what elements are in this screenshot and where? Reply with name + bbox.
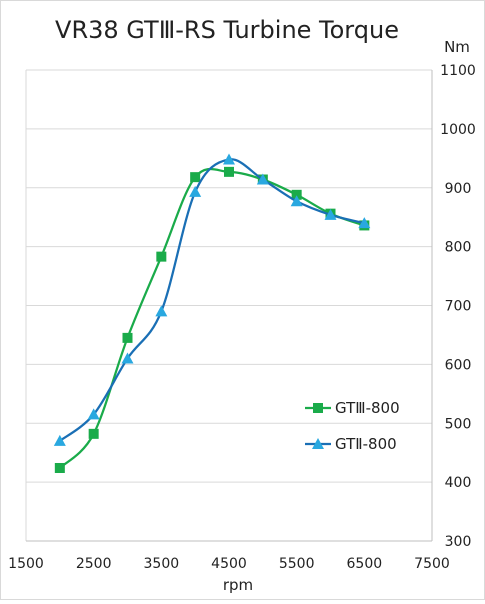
x-tick-label: 1500 — [8, 556, 44, 572]
y-tick-label: 500 — [445, 416, 472, 432]
x-tick-label: 5500 — [279, 556, 315, 572]
x-tick-label: 2500 — [76, 556, 112, 572]
data-point — [156, 251, 167, 262]
data-point — [87, 408, 100, 420]
series-group — [53, 153, 371, 473]
x-axis-label: rpm — [223, 576, 253, 594]
y-tick-label: 700 — [445, 299, 472, 315]
x-tick-label: 3500 — [144, 556, 180, 572]
legend-marker — [313, 403, 323, 413]
data-point — [54, 462, 65, 473]
tick-labels: 300 400 500 600 700 800 900 1000 1100 1500 2500 350… — [8, 63, 476, 572]
legend-marker — [312, 438, 324, 449]
y-axis-label: Nm — [444, 38, 470, 56]
y-tick-label: 800 — [445, 240, 472, 256]
data-point — [155, 305, 168, 317]
gridlines — [26, 128, 432, 483]
series-line — [59, 158, 365, 442]
data-point — [358, 217, 371, 229]
y-tick-label: 1000 — [440, 122, 476, 138]
data-point — [224, 166, 234, 177]
data-point — [88, 428, 99, 439]
data-point — [324, 208, 337, 220]
axes — [25, 69, 433, 542]
y-tick-label: 600 — [445, 357, 472, 373]
chart-title: VR38 GTⅢ-RS Turbine Torque — [55, 16, 399, 44]
legend-label: GTⅡ-800 — [335, 435, 397, 453]
y-tick-label: 400 — [445, 475, 472, 491]
data-point — [290, 195, 303, 207]
x-tick-label: 6500 — [347, 556, 383, 572]
y-tick-label: 900 — [445, 181, 472, 197]
legend-label: GTⅢ-800 — [335, 399, 400, 417]
y-tick-label: 1100 — [440, 63, 476, 79]
y-tick-label: 300 — [445, 534, 472, 550]
data-point — [122, 332, 133, 343]
data-point — [53, 434, 66, 446]
data-point — [190, 172, 201, 183]
legend: GTⅢ-800 GTⅡ-800 — [305, 399, 400, 453]
x-tick-label: 7500 — [414, 556, 450, 572]
data-point — [256, 173, 269, 185]
x-tick-label: 4500 — [211, 556, 247, 572]
data-point — [223, 153, 235, 165]
data-point — [121, 352, 134, 364]
data-point — [189, 185, 202, 197]
data-point — [291, 189, 302, 200]
